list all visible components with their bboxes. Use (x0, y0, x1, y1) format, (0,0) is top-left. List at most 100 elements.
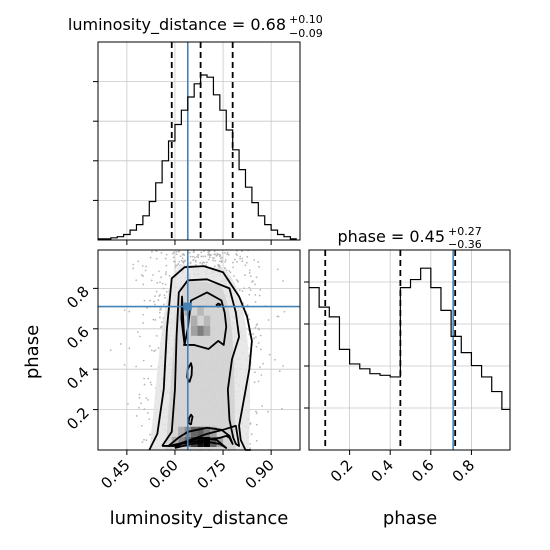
joint-scatter-point (249, 443, 251, 445)
joint-density-cell (197, 305, 204, 316)
joint-xtick-label: 0.60 (145, 456, 181, 492)
joint-scatter-point (143, 408, 146, 411)
joint-scatter-point (248, 271, 251, 274)
joint-scatter-point (206, 261, 208, 264)
phase-hist-x-axis-label: phase (383, 508, 437, 529)
joint-scatter-point (123, 309, 126, 311)
joint-ytick-label: 0.6 (63, 323, 93, 353)
joint-scatter-point (253, 337, 255, 340)
joint-scatter-point (283, 310, 286, 313)
joint-scatter-point (253, 259, 256, 261)
joint-scatter-point (207, 251, 210, 254)
joint-scatter-point (253, 381, 256, 384)
joint-scatter-point (132, 263, 135, 266)
joint-scatter-point (127, 402, 129, 405)
joint-scatter-point (145, 265, 147, 268)
joint-scatter-point (219, 260, 221, 263)
joint-scatter-point (183, 254, 186, 257)
joint-scatter-point (144, 269, 147, 272)
joint-scatter-point (151, 250, 153, 253)
joint-scatter-point (142, 313, 145, 316)
ld-hist-title-minus: −0.09 (289, 27, 323, 40)
joint-scatter-point (202, 261, 205, 264)
phase-hist-ticks: 0.2 0.4 0.6 0.8 (304, 281, 479, 486)
phase-hist-step-line (309, 267, 510, 411)
joint-scatter-point (142, 359, 145, 362)
joint-scatter-point (164, 283, 167, 286)
joint-scatter-point (257, 380, 260, 383)
joint-scatter-point (219, 255, 221, 258)
joint-scatter-point (259, 366, 261, 369)
joint-scatter-point (162, 287, 165, 290)
joint-frame (97, 249, 301, 451)
joint-scatter-point (213, 250, 216, 253)
joint-scatter-point (244, 264, 247, 267)
joint-density-cell (190, 426, 198, 437)
joint-scatter-point (155, 290, 158, 293)
joint-scatter-point (160, 321, 163, 324)
joint-scatter-point (156, 282, 159, 284)
joint-density-cell (203, 426, 211, 437)
joint-scatter-point (175, 250, 178, 253)
joint-density-cell (210, 436, 217, 447)
joint-scatter-point (246, 304, 249, 307)
joint-scatter-point (173, 260, 175, 263)
joint-scatter-point (254, 371, 256, 374)
phase-hist-xtick-label: 0.8 (449, 456, 479, 486)
joint-scatter-point (204, 255, 207, 258)
joint-scatter-point (255, 423, 258, 426)
joint-scatter-point (248, 286, 251, 289)
joint-scatter-point (160, 308, 162, 311)
joint-scatter-point (165, 253, 168, 256)
joint-scatter-point (142, 283, 145, 286)
joint-scatter-point (128, 347, 131, 350)
joint-scatter-point (152, 274, 154, 276)
joint-scatter-point (128, 310, 131, 313)
joint-scatter-point (164, 257, 167, 260)
joint-scatter-point (165, 264, 168, 267)
joint-scatter-point (175, 264, 177, 267)
joint-scatter-point (202, 255, 205, 258)
joint-scatter-point (219, 254, 222, 256)
joint-contour-line (180, 291, 228, 350)
joint-scatter-point (228, 270, 231, 272)
joint-density-cell (178, 426, 185, 437)
phase-hist-frame (308, 249, 511, 451)
joint-scatter-point (254, 301, 257, 303)
phase-hist-panel: 0.2 0.4 0.6 0.8 phase = 0.45 +0.27 −0.36 ph… (304, 225, 511, 529)
joint-scatter-point (189, 262, 192, 265)
joint-scatter-point (276, 315, 279, 318)
joint-scatter-point (135, 365, 138, 368)
joint-scatter-point (226, 253, 229, 256)
joint-scatter-point (192, 251, 195, 254)
joint-scatter-point (229, 271, 232, 274)
phase-hist-xtick-label: 0.6 (408, 456, 438, 486)
joint-scatter-point (197, 256, 200, 259)
joint-scatter-point (280, 408, 283, 410)
joint-scatter-point (252, 280, 254, 282)
joint-scatter-point (255, 345, 258, 348)
joint-scatter-point (140, 402, 142, 405)
joint-scatter-point (267, 410, 270, 413)
joint-scatter-point (143, 383, 146, 386)
joint-scatter-point (157, 270, 160, 273)
joint-ytick-label: 0.4 (63, 363, 93, 393)
joint-scatter-point (232, 275, 235, 277)
joint-scatter-point (214, 253, 217, 256)
joint-scatter-point (255, 276, 258, 279)
joint-scatter-point (165, 290, 168, 293)
joint-scatter-point (175, 253, 178, 256)
joint-scatter-point (150, 383, 153, 386)
joint-scatter-point (199, 261, 202, 264)
joint-density-cell (190, 325, 198, 336)
joint-scatter-point (268, 353, 271, 356)
joint-scatter-point (192, 255, 194, 258)
ld-hist-title: luminosity_distance = 0.68 (68, 15, 286, 35)
joint-scatter-point (215, 255, 218, 257)
joint-scatter-point (168, 274, 171, 277)
joint-scatter-point (241, 250, 243, 253)
joint-scatter-point (245, 261, 248, 264)
joint-density-cell (171, 436, 179, 447)
joint-scatter-point (259, 288, 262, 291)
joint-scatter-point (138, 396, 141, 399)
